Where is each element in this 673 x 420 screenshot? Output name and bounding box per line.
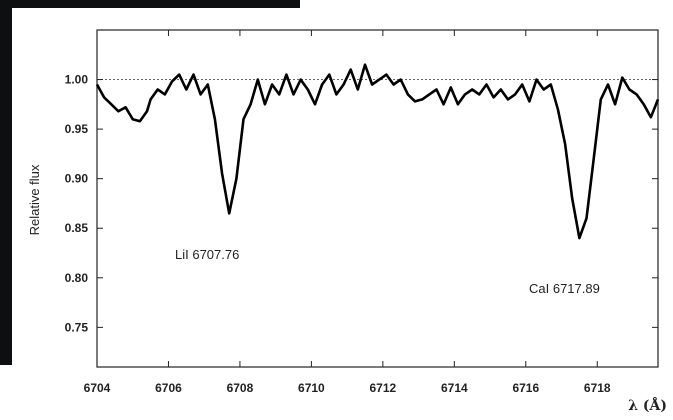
x-tick-label: 6710 [298, 381, 325, 395]
x-axis-label: λ (Å) [628, 396, 667, 414]
figure-panel [12, 8, 673, 365]
background-top-strip [0, 0, 300, 8]
x-tick-label: 6706 [155, 381, 182, 395]
x-tick-label: 6708 [227, 381, 254, 395]
x-tick-label: 6716 [512, 381, 539, 395]
y-tick-label: 1.00 [65, 73, 89, 87]
dark-background [0, 0, 300, 365]
lithium-line-annotation: LiI 6707.76 [175, 247, 239, 262]
y-tick-label: 0.75 [65, 320, 89, 334]
plot-frame [96, 29, 659, 368]
y-tick-label: 0.90 [65, 172, 89, 186]
calcium-line-annotation: CaI 6717.89 [529, 281, 600, 296]
x-axis: 6704 6706 6708 6710 6712 6714 6716 6718 [84, 30, 611, 395]
x-tick-label: 6704 [84, 381, 111, 395]
y-tick-label: 0.85 [65, 221, 89, 235]
x-tick-label: 6718 [584, 381, 611, 395]
series-line [95, 63, 660, 240]
background-left-strip [0, 0, 12, 365]
y-axis: 0.75 0.80 0.85 0.90 0.95 1.00 [65, 73, 658, 334]
y-tick-label: 0.95 [65, 122, 89, 136]
x-tick-label: 6712 [370, 381, 397, 395]
x-tick-label: 6714 [441, 381, 468, 395]
y-tick-label: 0.80 [65, 271, 89, 285]
y-axis-label: Relative flux [27, 164, 42, 235]
